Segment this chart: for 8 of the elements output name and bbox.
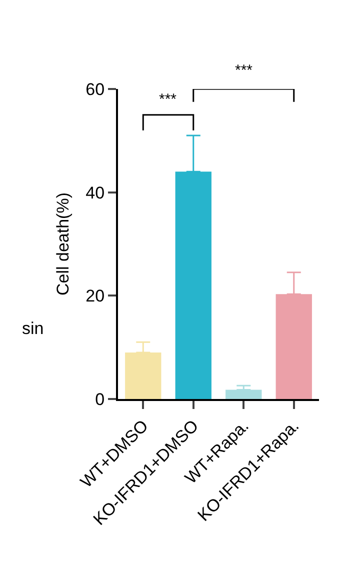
annotation: *** bbox=[159, 91, 177, 108]
y-tick-label: 60 bbox=[86, 80, 105, 99]
y-tick-label: 0 bbox=[95, 390, 105, 409]
y-tick-label: 20 bbox=[86, 286, 105, 306]
y-tick-label: 40 bbox=[86, 183, 105, 202]
y-axis-title: Cell death(%) bbox=[54, 192, 73, 296]
text: *** bbox=[235, 62, 253, 79]
text: sin bbox=[22, 319, 44, 338]
